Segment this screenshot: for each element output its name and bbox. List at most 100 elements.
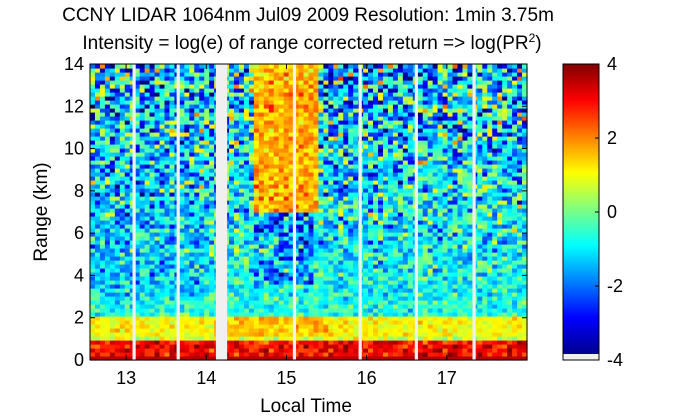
heatmap-cell [90,112,96,117]
heatmap-cell [258,304,265,309]
heatmap-cell [422,260,429,265]
heatmap-cell [313,152,320,157]
heatmap-cell [397,296,404,301]
heatmap-cell [368,116,374,121]
heatmap-cell [382,76,389,81]
heatmap-cell [303,196,310,201]
heatmap-cell [209,88,215,93]
heatmap-cell [328,208,334,213]
heatmap-cell [99,312,106,317]
heatmap-cell [288,256,295,261]
heatmap-cell [263,132,270,137]
heatmap-cell [248,144,255,149]
heatmap-cell [288,112,295,117]
heatmap-cell [90,316,96,321]
heatmap-cell [248,292,255,297]
heatmap-cell [397,172,404,177]
heatmap-cell [313,224,320,229]
heatmap-cell [343,188,349,193]
heatmap-cell [114,184,121,189]
heatmap-cell [189,132,195,137]
heatmap-cell [104,160,111,165]
heatmap-cell [392,336,399,341]
heatmap-cell [368,176,374,181]
heatmap-cell [373,292,379,297]
heatmap-cell [144,352,151,357]
heatmap-cell [328,288,334,293]
heatmap-cell [199,208,205,213]
heatmap-cell [154,124,161,129]
heatmap-cell [328,244,334,249]
heatmap-cell [392,172,399,177]
heatmap-cell [397,236,404,241]
heatmap-cell [253,212,260,217]
heatmap-cell [139,152,146,157]
heatmap-cell [209,140,215,145]
heatmap-cell [248,236,255,241]
heatmap-cell [124,336,131,341]
heatmap-cell [179,104,185,109]
heatmap-cell [104,264,111,269]
heatmap-cell [333,148,339,153]
heatmap-cell [238,148,245,153]
heatmap-cell [308,144,315,149]
heatmap-cell [392,136,399,141]
heatmap-cell [323,304,329,309]
heatmap-cell [298,188,305,193]
heatmap-cell [353,72,359,77]
heatmap-cell [333,200,339,205]
heatmap-cell [248,104,255,109]
heatmap-cell [328,128,334,133]
heatmap-cell [164,148,171,153]
heatmap-cell [343,76,349,81]
heatmap-cell [268,72,275,77]
heatmap-cell [199,204,205,209]
heatmap-cell [328,100,334,105]
heatmap-cell [189,92,195,97]
heatmap-cell [154,116,161,121]
heatmap-cell [109,188,116,193]
heatmap-cell [204,276,210,281]
heatmap-cell [114,140,121,145]
heatmap-cell [278,124,285,129]
heatmap-cell [328,92,334,97]
heatmap-cell [417,128,424,133]
heatmap-cell [392,356,399,361]
heatmap-cell [373,156,379,161]
heatmap-cell [343,124,349,129]
heatmap-cell [204,332,210,337]
heatmap-cell [164,84,171,89]
heatmap-cell [318,148,324,153]
heatmap-cell [353,252,359,257]
heatmap-cell [313,120,320,125]
heatmap-cell [333,216,339,221]
heatmap-cell [402,252,409,257]
heatmap-cell [293,280,300,285]
heatmap-cell [328,196,334,201]
heatmap-cell [417,356,424,361]
heatmap-cell [149,320,156,325]
heatmap-cell [248,320,255,325]
heatmap-cell [298,80,305,85]
heatmap-cell [139,208,146,213]
heatmap-cell [149,212,156,217]
heatmap-cell [258,160,265,165]
heatmap-cell [114,316,121,321]
heatmap-cell [402,284,409,289]
heatmap-cell [124,316,131,321]
heatmap-cell [273,84,280,89]
heatmap-cell [293,356,300,361]
heatmap-cell [209,120,215,125]
heatmap-cell [90,84,96,89]
heatmap-cell [194,256,200,261]
heatmap-cell [204,348,210,353]
heatmap-cell [119,316,126,321]
heatmap-cell [273,320,280,325]
heatmap-cell [94,72,101,77]
heatmap-cell [417,124,424,129]
heatmap-cell [397,336,404,341]
heatmap-cell [298,140,305,145]
heatmap-cell [184,212,190,217]
heatmap-cell [373,144,379,149]
heatmap-cell [253,128,260,133]
